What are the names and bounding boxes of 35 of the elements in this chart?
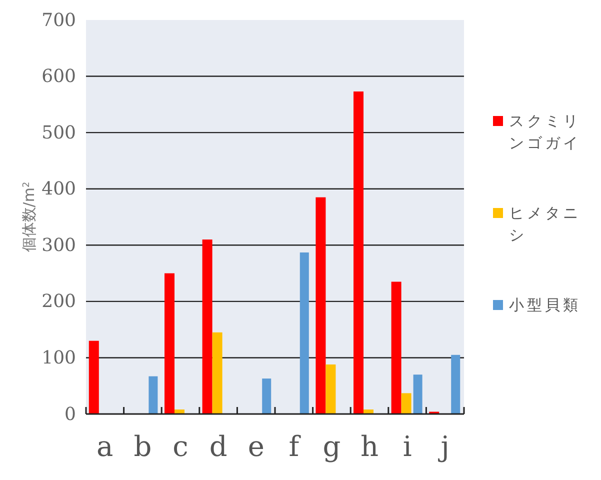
x-tick-label: a xyxy=(96,430,114,463)
y-tick-label: 0 xyxy=(64,404,76,425)
bar xyxy=(354,91,364,414)
legend-label: ヒメタニシ xyxy=(509,203,582,246)
bar xyxy=(316,197,326,414)
x-tick-label: j xyxy=(438,430,450,463)
bar xyxy=(262,378,272,414)
x-tick-label: b xyxy=(134,430,152,463)
y-tick-label: 500 xyxy=(42,122,76,144)
x-tick-label: e xyxy=(248,430,264,463)
x-tick-label: c xyxy=(172,430,188,463)
x-tick-label: i xyxy=(402,430,412,463)
bar xyxy=(164,273,174,414)
y-tick-label: 300 xyxy=(42,234,76,256)
bar xyxy=(212,332,222,414)
x-tick-label: h xyxy=(360,430,379,463)
bar xyxy=(413,374,422,414)
bar xyxy=(202,240,212,414)
bar xyxy=(148,376,158,414)
legend-label: 小型貝類 xyxy=(509,295,581,316)
bar xyxy=(326,364,336,414)
bar xyxy=(88,340,99,414)
x-tick-label: f xyxy=(288,430,302,463)
bar xyxy=(401,393,412,414)
x-tick-label: d xyxy=(209,430,228,463)
y-tick-label: 700 xyxy=(42,10,76,31)
y-tick-label: 100 xyxy=(42,347,76,368)
bar xyxy=(300,252,309,414)
bar xyxy=(391,282,402,414)
y-tick-label: 400 xyxy=(42,178,76,200)
y-tick-label: 200 xyxy=(42,291,76,312)
legend-label: スクミリンゴガイ xyxy=(509,111,582,154)
bar xyxy=(451,354,460,414)
x-tick-label: g xyxy=(322,430,341,463)
y-tick-label: 600 xyxy=(42,66,76,88)
